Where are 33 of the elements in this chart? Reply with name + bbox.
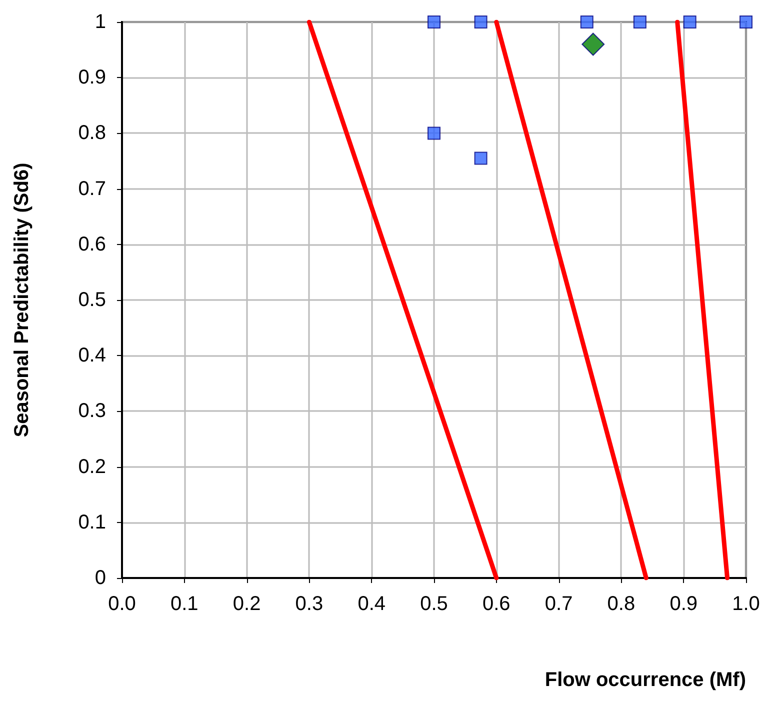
y-tick-label: 0.9: [78, 66, 106, 89]
point: [474, 152, 488, 165]
y-tick-label: 0.8: [78, 122, 106, 144]
point: [580, 16, 594, 28]
point: [428, 126, 440, 140]
point: [740, 16, 752, 28]
y-tick-label: 0.4: [78, 344, 106, 367]
x-tick-label: 0.4: [358, 593, 386, 615]
y-tick-label: 0.7: [78, 178, 106, 200]
point: [474, 16, 488, 28]
x-tick-label: 0.5: [420, 593, 448, 615]
x-tick-label: 0.7: [544, 593, 573, 615]
point: [683, 16, 696, 28]
y-tick-label: 0.3: [78, 400, 106, 422]
y-tick-label: 0.6: [78, 233, 106, 256]
point: [633, 16, 646, 28]
y-tick-label: 1: [94, 11, 106, 33]
point: [582, 32, 605, 56]
x-tick-label: 0.2: [232, 593, 261, 615]
x-tick-label: 0.1: [170, 593, 198, 615]
x-tick-label: 0.3: [295, 593, 324, 615]
x-tick-label: 0.9: [670, 593, 698, 615]
y-axis-title: Seasonal Predictability (Sd6): [11, 162, 33, 438]
x-tick-label: 1.0: [732, 593, 760, 615]
x-axis-title: Flow occurrence (Mf): [544, 669, 746, 691]
y-tick-label: 0.1: [78, 511, 106, 534]
y-tick-label: 0.2: [78, 456, 106, 478]
x-tick-label: 0.6: [482, 593, 510, 615]
y-tick-label: 0: [94, 567, 106, 589]
x-tick-label: 0.0: [108, 593, 136, 615]
point: [428, 16, 440, 28]
y-tick-label: 0.5: [78, 289, 106, 311]
x-tick-label: 0.8: [607, 593, 636, 615]
